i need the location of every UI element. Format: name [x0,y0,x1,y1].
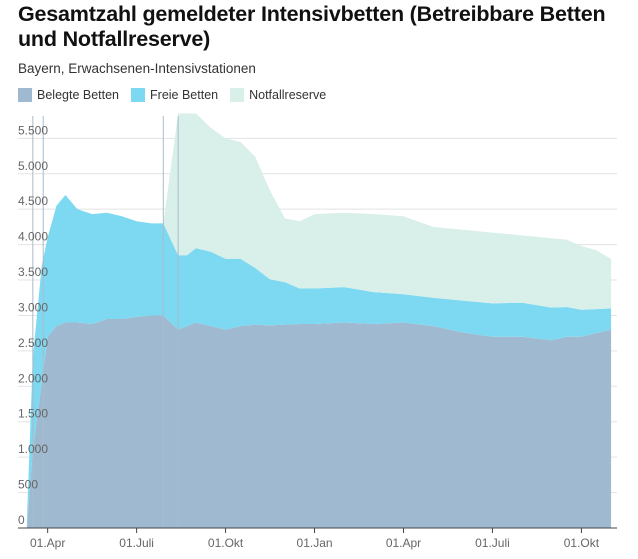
y-tick-label-3: 1.500 [18,407,48,421]
chart-title: Gesamtzahl gemeldeter Intensivbetten (Be… [18,2,606,51]
legend-label-frei: Freie Betten [150,88,219,102]
x-tick-label-2: 01.Okt [208,536,244,550]
legend-item-notfall: Notfallreserve [230,88,326,102]
y-tick-label-11: 5.500 [18,123,48,137]
x-tick-label-6: 01.Okt [564,536,600,550]
legend-item-belegt: Belegte Betten [18,88,119,102]
x-tick-label-0: 01.Apr [30,536,65,550]
x-tick-label-4: 01.Apr [386,536,421,550]
x-tick-label-3: 01.Jan [297,536,333,550]
y-tick-label-7: 3.500 [18,265,48,279]
y-tick-label-0: 0 [18,513,25,527]
legend: Belegte Betten Freie Betten Notfallreser… [18,88,338,102]
y-tick-label-9: 4.500 [18,194,48,208]
y-tick-label-4: 2.000 [18,371,48,385]
area-belegte-betten [26,315,612,528]
y-tick-label-2: 1.000 [18,442,48,456]
y-tick-label-10: 5.000 [18,159,48,173]
x-tick-label-5: 01.Juli [475,536,510,550]
y-tick-label-5: 2.500 [18,336,48,350]
legend-swatch-notfall [230,88,245,102]
legend-swatch-frei [131,88,146,102]
legend-label-belegt: Belegte Betten [37,88,120,102]
legend-label-notfall: Notfallreserve [249,88,327,102]
x-tick-label-1: 01.Juli [119,536,154,550]
area-notfallreserve [26,113,612,521]
chart-subtitle: Bayern, Erwachsenen-Intensivstationen [18,61,256,76]
area-freie-betten [26,195,612,528]
legend-swatch-belegt [18,88,32,102]
y-tick-label-8: 4.000 [18,230,48,244]
y-tick-label-6: 3.000 [18,300,48,314]
y-tick-label-1: 500 [18,478,38,492]
legend-item-frei: Freie Betten [131,88,218,102]
